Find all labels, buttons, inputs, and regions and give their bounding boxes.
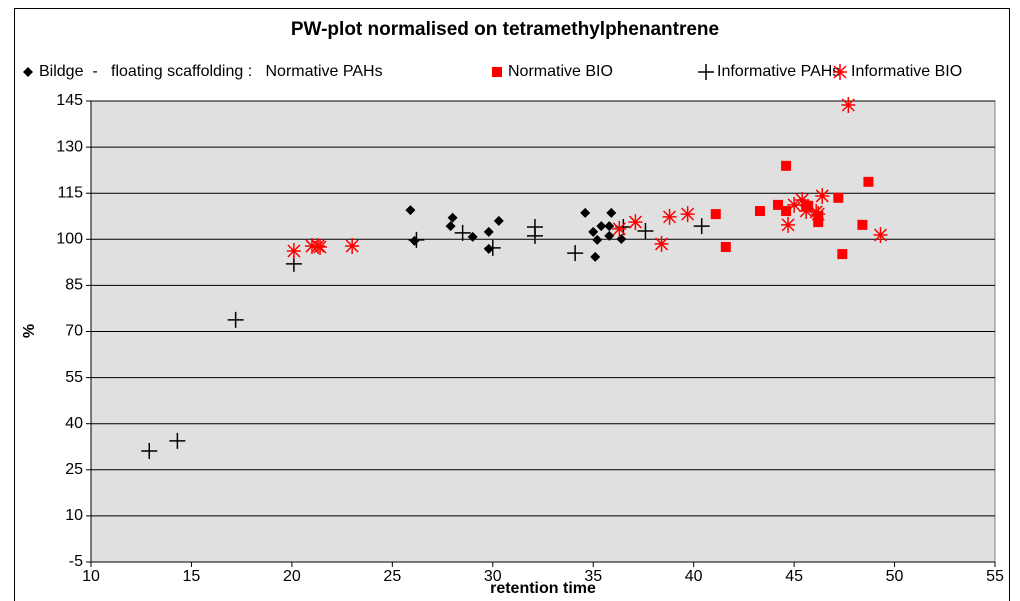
- marker-asterisk: [787, 196, 802, 213]
- y-tick-label: 10: [65, 507, 83, 524]
- x-tick-label: 30: [484, 568, 502, 585]
- marker-diamond: [588, 226, 599, 237]
- marker-diamond: [592, 234, 603, 245]
- x-tick-label: 55: [986, 568, 1004, 585]
- marker-plus: [637, 223, 654, 240]
- y-tick-label: 130: [56, 138, 83, 155]
- marker-diamond: [493, 215, 504, 226]
- x-tick-label: 25: [383, 568, 401, 585]
- marker-plus: [698, 64, 714, 80]
- marker-diamond: [447, 212, 458, 223]
- marker-diamond: [606, 207, 617, 218]
- x-tick-label: 50: [886, 568, 904, 585]
- y-tick-label: 145: [56, 92, 83, 109]
- y-tick-label: 70: [65, 323, 83, 340]
- marker-asterisk: [781, 216, 796, 233]
- marker-diamond: [596, 221, 607, 232]
- marker-asterisk: [612, 220, 627, 237]
- marker-square: [863, 176, 874, 187]
- marker-diamond: [483, 226, 494, 237]
- chart-frame: [14, 8, 1010, 601]
- chart-title: PW-plot normalised on tetramethylphenant…: [291, 19, 719, 40]
- marker-plus: [693, 218, 710, 235]
- marker-asterisk: [628, 214, 643, 231]
- marker-square: [773, 199, 784, 210]
- marker-plus: [484, 239, 501, 256]
- y-tick-label: 40: [65, 415, 83, 432]
- legend-label: Informative PAHs: [717, 63, 840, 80]
- marker-diamond: [590, 251, 601, 262]
- marker-plus: [567, 245, 584, 262]
- marker-diamond: [604, 221, 615, 232]
- x-tick-label: 35: [584, 568, 602, 585]
- marker-square: [781, 160, 792, 171]
- marker-square: [837, 249, 848, 260]
- marker-square: [857, 219, 868, 230]
- marker-plus: [454, 224, 471, 241]
- marker-asterisk: [345, 238, 360, 255]
- y-axis-label: %: [21, 324, 38, 338]
- y-tick-label: 55: [65, 369, 83, 386]
- x-tick-label: 10: [82, 568, 100, 585]
- marker-square: [710, 209, 721, 220]
- marker-asterisk: [680, 206, 695, 223]
- x-tick-label: 40: [685, 568, 703, 585]
- marker-diamond: [483, 243, 494, 254]
- marker-diamond: [23, 67, 33, 77]
- x-tick-label: 45: [785, 568, 803, 585]
- marker-plus: [526, 227, 543, 244]
- marker-square: [833, 192, 844, 203]
- marker-plus: [227, 311, 244, 328]
- y-tick-label: 100: [56, 231, 83, 248]
- marker-asterisk: [311, 238, 326, 255]
- marker-diamond: [467, 231, 478, 242]
- marker-asterisk: [811, 206, 826, 223]
- marker-asterisk: [873, 226, 888, 243]
- y-tick-label: 85: [65, 277, 83, 294]
- marker-plus: [169, 432, 186, 449]
- marker-asterisk: [815, 187, 830, 204]
- marker-asterisk: [833, 64, 847, 80]
- legend-label: Normative BIO: [508, 63, 613, 80]
- x-axis-label: retention time: [490, 580, 596, 597]
- legend-label: Bildge - floating scaffolding : Normativ…: [39, 63, 383, 80]
- marker-square: [754, 206, 765, 217]
- marker-plus: [141, 443, 158, 460]
- marker-diamond: [405, 205, 416, 216]
- marker-asterisk: [654, 235, 669, 252]
- marker-diamond: [580, 207, 591, 218]
- legend-label: Informative BIO: [851, 63, 962, 80]
- x-tick-label: 15: [183, 568, 201, 585]
- marker-square: [781, 206, 792, 217]
- marker-square: [492, 67, 502, 77]
- marker-square: [720, 241, 731, 252]
- marker-asterisk: [795, 191, 810, 208]
- y-tick-label: 115: [57, 184, 83, 201]
- marker-asterisk: [286, 242, 301, 259]
- marker-asterisk: [799, 203, 814, 220]
- marker-asterisk: [841, 96, 856, 113]
- y-tick-label: -5: [69, 553, 83, 570]
- marker-diamond: [604, 230, 615, 241]
- marker-asterisk: [313, 238, 328, 255]
- marker-plus: [408, 231, 425, 248]
- x-tick-label: 20: [283, 568, 301, 585]
- y-tick-label: 25: [65, 461, 83, 478]
- marker-diamond: [445, 221, 456, 232]
- marker-asterisk: [662, 208, 677, 225]
